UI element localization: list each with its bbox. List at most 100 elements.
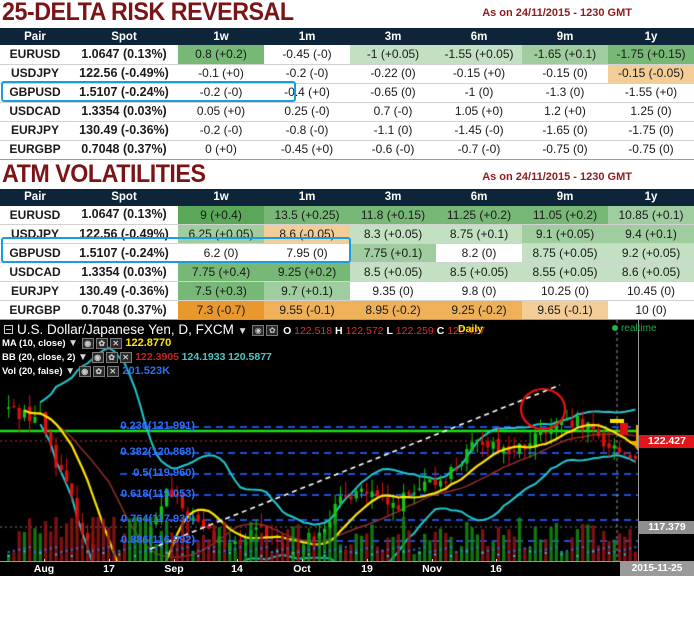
cell-1w: 0.8 (+0.2) (178, 45, 264, 65)
cell-1y: 8.6 (+0.05) (608, 262, 694, 282)
cell-spot: 1.3354 (0.03%) (70, 262, 178, 282)
indicator-bb[interactable]: BB (20, close, 2) ▼ ◉ ✿ ✕ 122.3905 124.193… (2, 351, 272, 363)
cell-1m: -0.45 (-0) (264, 45, 350, 65)
interval-label[interactable]: Daily (458, 323, 484, 335)
time-tick (174, 559, 175, 562)
cell-9m: -0.15 (0) (522, 64, 608, 84)
risk-reversal-table-wrap: Pair Spot 1w 1m 3m 6m 9m 1y EURUSD 1.0647… (0, 28, 694, 160)
cell-6m: -1.55 (+0.05) (436, 45, 522, 65)
cell-6m: -1 (0) (436, 83, 522, 103)
chevron-down-icon[interactable]: ▼ (237, 326, 248, 337)
eye-icon[interactable]: ◉ (91, 351, 104, 363)
gear-icon[interactable]: ✿ (105, 351, 118, 363)
cell-9m: 11.05 (+0.2) (522, 205, 608, 225)
cell-pair: USDJPY (0, 224, 70, 244)
indicator-vol[interactable]: Vol (20, false) ▼ ◉ ✿ ✕ 201.523K (2, 365, 170, 377)
eye-icon[interactable]: ◉ (252, 324, 265, 336)
risk-reversal-title-row: 25-DELTA RISK REVERSAL As on 24/11/2015 … (0, 0, 694, 28)
cell-1y: 9.4 (+0.1) (608, 224, 694, 244)
cell-1w: -0.1 (+0) (178, 64, 264, 84)
price-axis[interactable]: 126.000124.000122.000120.000118.000116.0… (638, 320, 694, 576)
chevron-down-icon[interactable]: ▼ (78, 352, 88, 363)
cell-pair: EURJPY (0, 281, 70, 301)
gear-icon[interactable]: ✿ (266, 324, 279, 336)
cell-pair: EURGBP (0, 140, 70, 160)
risk-reversal-table: Pair Spot 1w 1m 3m 6m 9m 1y EURUSD 1.0647… (0, 28, 694, 160)
cell-9m: 8.55 (+0.05) (522, 262, 608, 282)
eye-icon[interactable]: ◉ (78, 365, 91, 377)
cell-pair: EURUSD (0, 205, 70, 225)
ohlc-o-label: O (283, 325, 292, 337)
cell-3m: -1.1 (0) (350, 121, 436, 141)
indicator-bb-lower: 120.5877 (228, 351, 272, 363)
time-axis[interactable]: 2015-11-25 Aug 17 Sep 14 Oct 19 Nov 16 (0, 559, 694, 576)
table-row[interactable]: GBPUSD 1.5107 (-0.24%) -0.2 (-0) -0.4 (+0) -… (0, 83, 694, 103)
chevron-down-icon[interactable]: ▼ (65, 366, 76, 377)
time-tick-label: 16 (490, 563, 502, 575)
cell-spot: 130.49 (-0.36%) (70, 121, 178, 141)
risk-reversal-asof: As on 24/11/2015 - 1230 GMT (482, 7, 632, 19)
price-chart[interactable]: U.S. Dollar/Japanese Yen, D, FXCM ▼ ◉ ✿ O… (0, 320, 694, 576)
table-row[interactable]: EURJPY 130.49 (-0.36%) 7.5 (+0.3) 9.7 (+0.1… (0, 281, 694, 301)
cell-pair: EURJPY (0, 121, 70, 141)
fib-level-label: 0.886(116.992) (120, 534, 195, 546)
table-row[interactable]: EURJPY 130.49 (-0.36%) -0.2 (-0) -0.8 (-0) -… (0, 121, 694, 141)
cell-spot: 122.56 (-0.49%) (70, 224, 178, 244)
table-row[interactable]: USDCAD 1.3354 (0.03%) 7.75 (+0.4) 9.25 (+0.… (0, 262, 694, 282)
cell-spot: 130.49 (-0.36%) (70, 281, 178, 301)
fib-level-label: 0.764(117.930) (120, 513, 195, 525)
level-price-badge: 117.379 (639, 521, 694, 534)
eye-icon[interactable]: ◉ (81, 337, 94, 349)
table-row[interactable]: USDCAD 1.3354 (0.03%) 0.05 (+0) 0.25 (-0) 0.… (0, 102, 694, 122)
table-row[interactable]: EURUSD 1.0647 (0.13%) 0.8 (+0.2) -0.45 (-0)… (0, 45, 694, 65)
realtime-status: realtime (612, 323, 657, 334)
ohlc-c-label: C (436, 325, 445, 337)
close-icon[interactable]: ✕ (106, 365, 119, 377)
gear-icon[interactable]: ✿ (92, 365, 105, 377)
table-row[interactable]: USDJPY 122.56 (-0.49%) 6.25 (+0.05) 8.6 (-0… (0, 224, 694, 244)
cell-1m: 9.55 (-0.1) (264, 300, 350, 320)
cell-1m: -0.45 (+0) (264, 140, 350, 160)
cell-3m: -0.65 (0) (350, 83, 436, 103)
table-row[interactable]: USDJPY 122.56 (-0.49%) -0.1 (+0) -0.2 (-0) -… (0, 64, 694, 84)
cell-pair: USDCAD (0, 102, 70, 122)
table-row[interactable]: EURGBP 0.7048 (0.37%) 0 (+0) -0.45 (+0) -0.6… (0, 140, 694, 160)
col-1y: 1y (608, 188, 694, 206)
cell-1w: -0.2 (-0) (178, 83, 264, 103)
time-tick (109, 559, 110, 562)
table-row[interactable]: EURUSD 1.0647 (0.13%) 9 (+0.4) 13.5 (+0.25)… (0, 205, 694, 225)
cell-1m: 8.6 (-0.05) (264, 224, 350, 244)
close-icon[interactable]: ✕ (119, 351, 132, 363)
close-icon[interactable]: ✕ (109, 337, 122, 349)
col-6m: 6m (436, 188, 522, 206)
cell-6m: -0.15 (+0) (436, 64, 522, 84)
gear-icon[interactable]: ✿ (95, 337, 108, 349)
ohlc-l-label: L (386, 325, 393, 337)
col-1m: 1m (264, 28, 350, 45)
ohlc-c-value: 122.427 (447, 325, 486, 337)
col-1w: 1w (178, 28, 264, 45)
time-tick-label: Nov (422, 563, 442, 575)
indicator-ma[interactable]: MA (10, close) ▼ ◉ ✿ ✕ 122.8770 (2, 337, 171, 349)
realtime-label: realtime (621, 323, 657, 334)
ohlc-h-label: H (335, 325, 343, 337)
time-tick (44, 559, 45, 562)
table-row[interactable]: EURGBP 0.7048 (0.37%) 7.3 (-0.7) 9.55 (-0.1… (0, 300, 694, 320)
fib-level-label: 0.236(121.991) (120, 420, 195, 432)
indicator-bb-basis: 122.3905 (135, 351, 180, 363)
cell-3m: 0.7 (-0) (350, 102, 436, 122)
chevron-down-icon[interactable]: ▼ (68, 338, 79, 349)
collapse-icon[interactable] (4, 325, 13, 334)
cell-pair: EURUSD (0, 45, 70, 65)
cell-9m: -1.65 (+0.1) (522, 45, 608, 65)
cell-1m: 0.25 (-0) (264, 102, 350, 122)
cell-3m: 11.8 (+0.15) (350, 205, 436, 225)
chart-symbol-title[interactable]: U.S. Dollar/Japanese Yen, D, FXCM ▼ ◉ ✿ O… (4, 322, 485, 337)
fib-level-label: 0.618(119.053) (120, 488, 195, 500)
table-row[interactable]: GBPUSD 1.5107 (-0.24%) 6.2 (0) 7.95 (0) 7.75… (0, 243, 694, 263)
cell-1m: -0.8 (-0) (264, 121, 350, 141)
cell-6m: 8.2 (0) (436, 243, 522, 263)
cell-1m: 7.95 (0) (264, 243, 350, 263)
cell-1m: 13.5 (+0.25) (264, 205, 350, 225)
cell-6m: 8.75 (+0.1) (436, 224, 522, 244)
